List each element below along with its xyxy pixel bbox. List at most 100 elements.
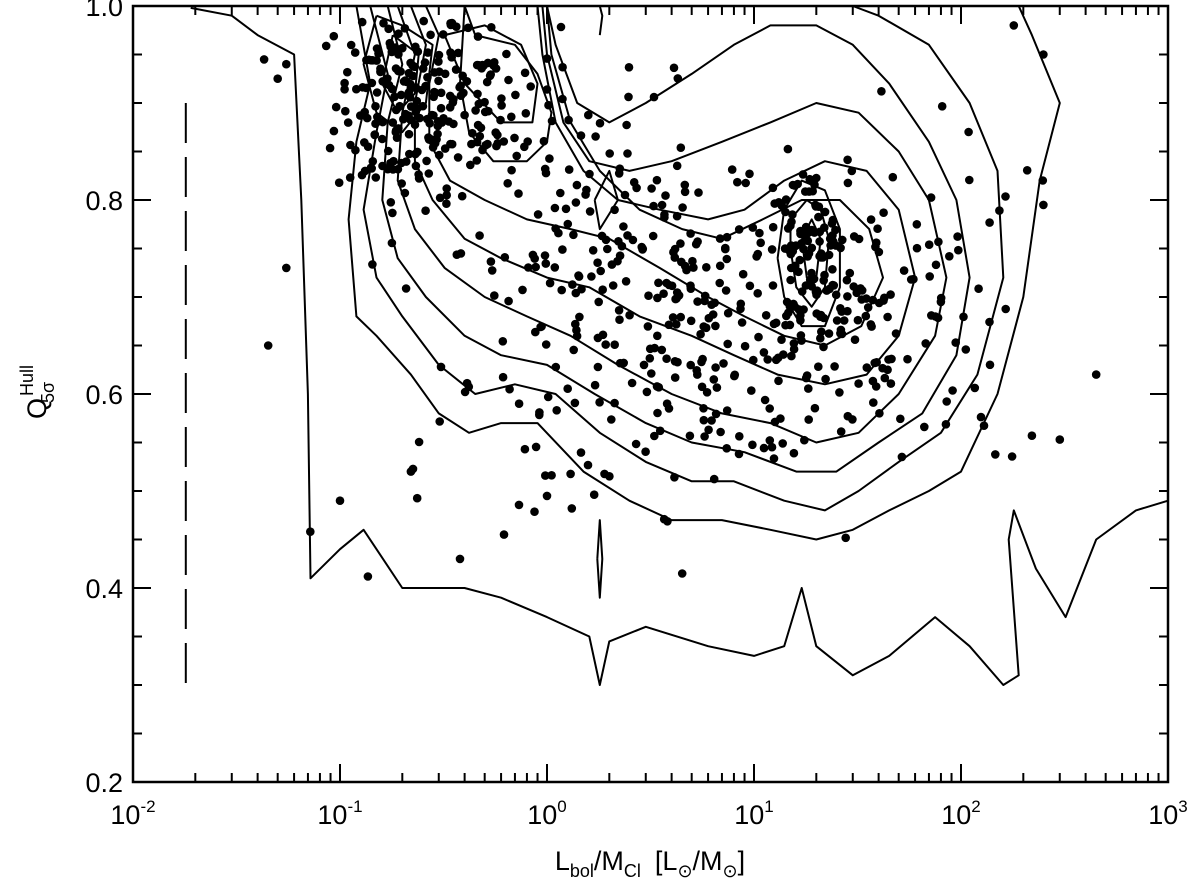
scatter-point	[672, 211, 682, 221]
scatter-point	[631, 439, 641, 449]
scatter-point	[557, 285, 566, 295]
scatter-point	[386, 198, 396, 207]
scatter-point	[672, 320, 681, 329]
scatter-point	[394, 50, 403, 59]
scatter-point	[492, 141, 501, 151]
scatter-point	[363, 572, 373, 581]
scatter-point	[782, 297, 792, 307]
scatter-point	[767, 245, 777, 254]
scatter-point	[735, 432, 744, 441]
scatter-point	[499, 137, 509, 146]
scatter-point	[499, 530, 509, 539]
scatter-point	[850, 335, 860, 345]
scatter-point	[463, 23, 473, 33]
scatter-point	[406, 467, 416, 476]
scatter-point	[550, 263, 560, 272]
scatter-point	[436, 103, 446, 113]
scatter-point	[493, 130, 502, 140]
scatter-point	[924, 240, 934, 249]
scatter-point	[408, 61, 417, 70]
scatter-point	[670, 473, 679, 482]
scatter-point	[1027, 431, 1037, 441]
scatter-point	[571, 288, 581, 298]
scatter-point	[521, 109, 531, 118]
scatter-point	[733, 177, 742, 187]
scatter-point	[875, 409, 884, 418]
scatter-point	[843, 292, 852, 301]
scatter-point	[807, 243, 817, 253]
scatter-point	[824, 250, 834, 260]
scatter-point	[504, 296, 513, 306]
scatter-point	[672, 294, 681, 303]
scatter-point	[502, 49, 511, 59]
scatter-point	[371, 173, 381, 182]
scatter-point	[763, 355, 772, 364]
scatter-point	[670, 253, 680, 262]
scatter-point	[360, 138, 369, 147]
scatter-point	[530, 507, 539, 516]
scatter-point	[873, 224, 882, 233]
scatter-point	[624, 92, 633, 102]
scatter-point	[812, 286, 822, 296]
scatter-point	[273, 74, 283, 83]
scatter-point	[803, 228, 813, 238]
scatter-point	[547, 471, 556, 480]
scatter-point	[486, 257, 496, 266]
scatter-point	[722, 406, 732, 415]
scatter-point	[686, 229, 695, 238]
scatter-point	[883, 312, 892, 322]
scatter-point	[961, 345, 971, 354]
scatter-point	[425, 119, 435, 128]
scatter-point	[398, 43, 407, 53]
scatter-point	[702, 263, 711, 272]
scatter-point	[413, 47, 423, 56]
scatter-point	[542, 491, 552, 501]
scatter-point	[836, 243, 845, 253]
scatter-point	[483, 58, 493, 68]
scatter-point	[721, 243, 730, 253]
scatter-point	[1009, 21, 1019, 30]
axis-ticks	[132, 5, 1169, 783]
scatter-point	[615, 315, 624, 325]
scatter-point	[622, 120, 631, 130]
scatter-point	[576, 131, 586, 140]
scatter-point	[925, 272, 934, 281]
scatter-point	[711, 409, 721, 419]
scatter-point	[428, 143, 438, 152]
scatter-point	[638, 245, 647, 254]
scatter-point	[1001, 304, 1010, 314]
scatter-point	[371, 102, 380, 111]
scatter-point	[664, 404, 674, 413]
scatter-point	[487, 266, 497, 275]
scatter-point	[625, 310, 634, 320]
scatter-point	[575, 312, 584, 322]
scatter-point	[912, 243, 922, 253]
scatter-point	[837, 307, 846, 316]
scatter-point	[804, 415, 813, 424]
scatter-point	[774, 376, 783, 386]
scatter-point	[619, 358, 628, 368]
scatter-point	[329, 31, 339, 41]
scatter-point	[734, 225, 744, 234]
scatter-point	[533, 210, 543, 219]
scatter-point	[798, 170, 808, 179]
scatter-point	[657, 345, 667, 355]
scatter-point	[765, 436, 775, 445]
scatter-point	[539, 136, 549, 146]
scatter-point	[588, 246, 598, 255]
scatter-point	[591, 132, 600, 141]
scatter-point	[391, 105, 401, 115]
scatter-point	[471, 106, 480, 115]
scatter-point	[486, 70, 496, 79]
scatter-point	[345, 173, 355, 182]
scatter-point	[510, 133, 519, 143]
scatter-point	[372, 88, 382, 97]
scatter-point	[569, 230, 578, 240]
scatter-point	[945, 251, 954, 261]
scatter-points	[259, 16, 1101, 581]
scatter-point	[909, 274, 918, 284]
scatter-point	[490, 291, 499, 300]
scatter-point	[442, 190, 452, 200]
scatter-point	[427, 135, 436, 144]
scatter-point	[558, 245, 567, 254]
